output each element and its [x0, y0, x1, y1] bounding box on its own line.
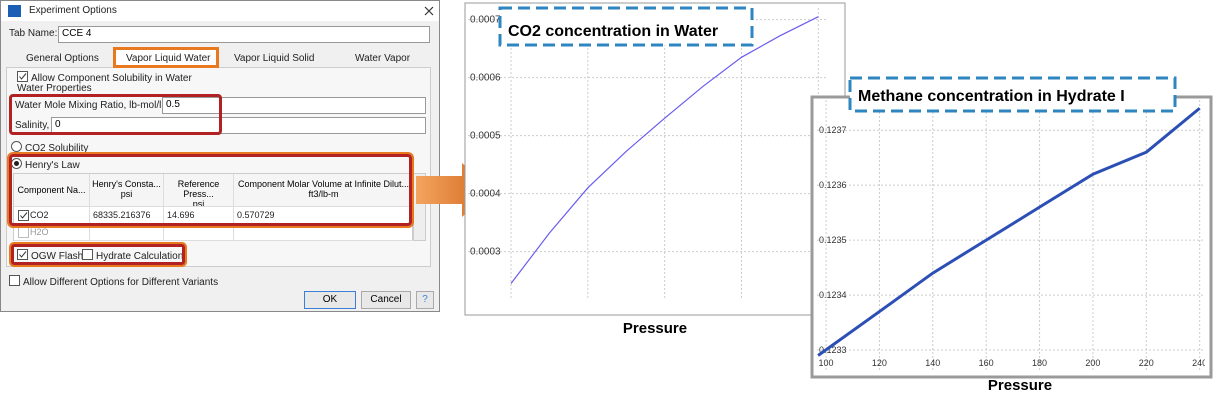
checkbox[interactable]: [9, 275, 20, 286]
x-tick-label: 160: [979, 358, 994, 368]
ogw-flash[interactable]: OGW Flash: [17, 249, 83, 262]
label: Allow Different Options for Different Va…: [23, 277, 219, 288]
table: Component Na... Henry's Consta... psi Refer…: [13, 173, 414, 241]
plot: 0.0003 0.0004 0.0005 0.0006 0.0007 50 100 150 20…: [468, 8, 827, 313]
y-tick-label: 0.0003: [470, 247, 501, 258]
checkbox[interactable]: [18, 227, 29, 238]
header-cell: Reference Press... psi: [164, 174, 234, 207]
allow-different[interactable]: Allow Different Options for Different Va…: [9, 275, 218, 288]
x-tick-label: 240: [1192, 358, 1207, 368]
scrollbar[interactable]: [413, 173, 426, 241]
title-box: [498, 6, 754, 47]
tab-name-label: Tab Name:: [9, 28, 58, 39]
header-text: psi: [120, 189, 133, 199]
table-cell: [164, 224, 234, 241]
highlight-box: [9, 94, 222, 135]
cancel-button[interactable]: Cancel: [361, 291, 411, 309]
y-tick-label: 0.1237: [819, 125, 847, 135]
hydrate-calc[interactable]: Hydrate Calculation: [82, 249, 183, 262]
y-tick-label: 0.1233: [819, 345, 847, 355]
label: CO2 Solubility: [25, 143, 89, 154]
table-cell: H2O: [14, 224, 90, 241]
x-tick-label: 220: [1139, 358, 1154, 368]
chart-frame: [810, 95, 1213, 379]
header-cell: Component Molar Volume at Infinite Dilut…: [234, 174, 414, 207]
plot: 0.1233 0.1234 0.1235 0.1236 0.1237 100 120 140 1…: [817, 100, 1207, 372]
title-bar: [1, 1, 439, 21]
tab[interactable]: Water Vapor: [355, 53, 411, 64]
chart-title: CO2 concentration in Water: [508, 23, 718, 40]
y-tick-label: 0.0004: [470, 189, 501, 200]
checkbox[interactable]: [82, 249, 93, 260]
y-tick-label: 0.0007: [470, 15, 501, 26]
x-tick-label: 200: [733, 302, 750, 313]
tab-name-input[interactable]: CCE 4: [58, 26, 430, 43]
label: Hydrate Calculation: [96, 251, 184, 262]
data-line: [510, 16, 819, 284]
y-tick-label: 0.1234: [819, 290, 847, 300]
x-tick-label: 120: [872, 358, 887, 368]
x-tick-label: 180: [1032, 358, 1047, 368]
salinity-label: Salinity, molal:: [15, 120, 79, 131]
y-tick-label: 0.0006: [470, 73, 501, 84]
header-cell: Henry's Consta... psi: [90, 174, 164, 207]
tab-active[interactable]: [113, 47, 219, 68]
x-tick-label: 200: [1085, 358, 1100, 368]
checkbox[interactable]: [17, 71, 28, 82]
y-tick-label: 0.1235: [819, 235, 847, 245]
x-axis-label: Pressure: [623, 320, 687, 337]
dialog: Experiment Options Tab Name: CCE 4 Gener…: [0, 0, 440, 312]
app-icon: [8, 5, 21, 17]
header-text: Henry's Consta...: [92, 179, 161, 189]
label: Henry's Law: [25, 160, 80, 171]
header-text: ft3/lb-m: [308, 189, 339, 199]
ok-button[interactable]: OK: [304, 291, 356, 309]
mixing-label: Water Mole Mixing Ratio, lb-mol/lb-mol:: [15, 100, 190, 111]
header-text: Component Na...: [17, 185, 86, 195]
title-box: [848, 76, 1177, 113]
co2-solubility[interactable]: CO2 Solubility: [11, 141, 88, 154]
y-tick-label: 0.1236: [819, 180, 847, 190]
allow-solubility[interactable]: Allow Component Solubility in Water: [17, 71, 192, 84]
data-line: [817, 107, 1201, 357]
tab[interactable]: Vapor Liquid Water: [126, 53, 211, 64]
salinity-input[interactable]: 0: [51, 117, 426, 134]
close-button[interactable]: [423, 5, 435, 17]
help-button[interactable]: ?: [416, 291, 434, 309]
x-axis-label: Pressure: [988, 377, 1052, 394]
x-tick-label: 50: [505, 302, 517, 313]
checkbox[interactable]: [17, 249, 28, 260]
header-text: psi: [192, 199, 205, 207]
highlight-box: [9, 154, 412, 226]
x-tick-label: 150: [656, 302, 673, 313]
table-cell: [234, 224, 414, 241]
chart-title: Methane concentration in Hydrate I: [858, 88, 1125, 105]
tab[interactable]: Vapor Liquid Solid: [234, 53, 315, 64]
checkbox[interactable]: [18, 210, 29, 221]
highlight-box: [11, 244, 185, 265]
x-tick-label: 250: [810, 302, 827, 313]
label: OGW Flash: [31, 251, 84, 262]
mixing-input[interactable]: 0.5: [162, 97, 426, 114]
radio[interactable]: [11, 141, 22, 152]
section-label: Water Properties: [17, 83, 92, 94]
tab[interactable]: General Options: [26, 53, 99, 64]
table-cell: [90, 224, 164, 241]
header-text: Component Molar Volume at Infinite Dilut…: [237, 179, 410, 189]
dialog-title: Experiment Options: [29, 5, 117, 16]
x-tick-label: 140: [925, 358, 940, 368]
header-text: Reference Press...: [177, 179, 220, 199]
y-tick-label: 0.0005: [470, 131, 501, 142]
header-cell: Component Na...: [14, 174, 90, 207]
x-tick-label: 100: [580, 302, 597, 313]
chart-frame: [464, 2, 846, 316]
x-tick-label: 100: [819, 358, 834, 368]
label: Allow Component Solubility in Water: [31, 73, 192, 84]
